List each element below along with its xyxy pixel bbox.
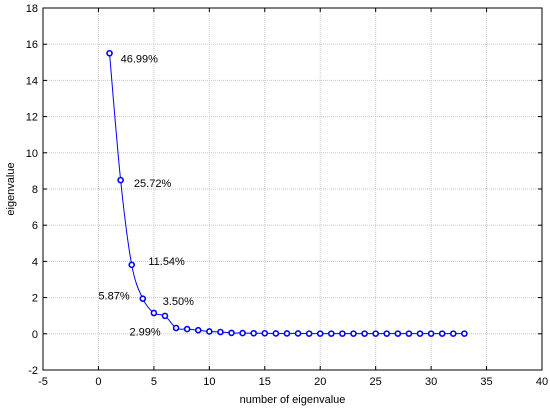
x-tick-label: 30: [425, 376, 437, 388]
y-tick-label: 16: [26, 39, 38, 51]
data-point: [228, 329, 235, 337]
percentage-annotation: 2.99%: [129, 327, 160, 339]
data-points: [106, 49, 468, 337]
percentage-annotation: 3.50%: [163, 296, 194, 308]
y-tick-label: 6: [32, 220, 38, 232]
data-point: [438, 330, 446, 337]
data-point: [283, 330, 291, 337]
y-tick-label: 2: [32, 293, 38, 305]
data-point: [405, 330, 413, 337]
data-point: [394, 330, 402, 337]
data-point: [250, 329, 257, 337]
data-point: [350, 330, 357, 337]
grid: [43, 8, 542, 370]
x-tick-label: 10: [203, 376, 215, 388]
data-point: [339, 330, 346, 337]
x-tick-label: 5: [151, 376, 157, 388]
data-point: [217, 328, 224, 336]
y-tick-label: 0: [32, 329, 38, 341]
data-point: [239, 329, 246, 337]
y-tick-label: 8: [32, 184, 38, 196]
x-tick-label: 35: [480, 376, 492, 388]
percentage-annotation: 46.99%: [121, 53, 159, 65]
data-point: [261, 329, 269, 337]
percentage-annotation: 11.54%: [148, 256, 185, 268]
x-tick-label: 15: [259, 376, 271, 388]
data-point: [305, 330, 313, 337]
annotations: 46.99% 25.72% 11.54% 5.87% 3.50% 2.99%: [98, 53, 194, 338]
percentage-annotation: 25.72%: [134, 178, 172, 190]
data-point: [161, 312, 169, 320]
data-point: [272, 330, 280, 337]
x-tick-label: 0: [95, 376, 101, 388]
data-point: [294, 330, 302, 337]
y-tick-label: 14: [26, 75, 38, 87]
y-tick-label: 18: [26, 3, 38, 15]
data-point: [328, 330, 335, 337]
axes: -5 0 5 10 15 20 25 30 35 40 -2 0 2 4 6 8 10 12 14 16 18: [26, 3, 548, 388]
data-point: [128, 261, 136, 269]
data-point: [461, 330, 468, 337]
data-point: [416, 330, 424, 337]
data-point: [183, 325, 191, 333]
y-axis-label: eigenvalue: [5, 162, 17, 215]
data-point: [427, 330, 435, 337]
data-point: [106, 49, 113, 57]
x-tick-label: 25: [370, 376, 382, 388]
x-tick-label: 20: [314, 376, 326, 388]
y-tick-label: 12: [26, 112, 38, 124]
data-point: [372, 330, 379, 337]
data-point: [383, 330, 391, 337]
y-tick-label: 10: [26, 148, 38, 160]
x-tick-label: -5: [38, 376, 48, 388]
data-point: [206, 328, 213, 335]
data-point: [139, 295, 147, 302]
plot-background: [43, 8, 542, 370]
y-tick-label: -2: [28, 365, 38, 377]
x-tick-label: 40: [536, 376, 548, 388]
data-point: [361, 330, 368, 337]
data-point: [150, 309, 158, 317]
x-axis-label: number of eigenvalue: [240, 394, 346, 406]
y-tick-label: 4: [32, 256, 38, 268]
percentage-annotation: 5.87%: [98, 290, 129, 302]
data-point: [449, 330, 457, 337]
data-point: [172, 324, 180, 332]
data-point: [117, 176, 124, 184]
data-point: [316, 330, 324, 337]
data-point: [194, 326, 202, 334]
